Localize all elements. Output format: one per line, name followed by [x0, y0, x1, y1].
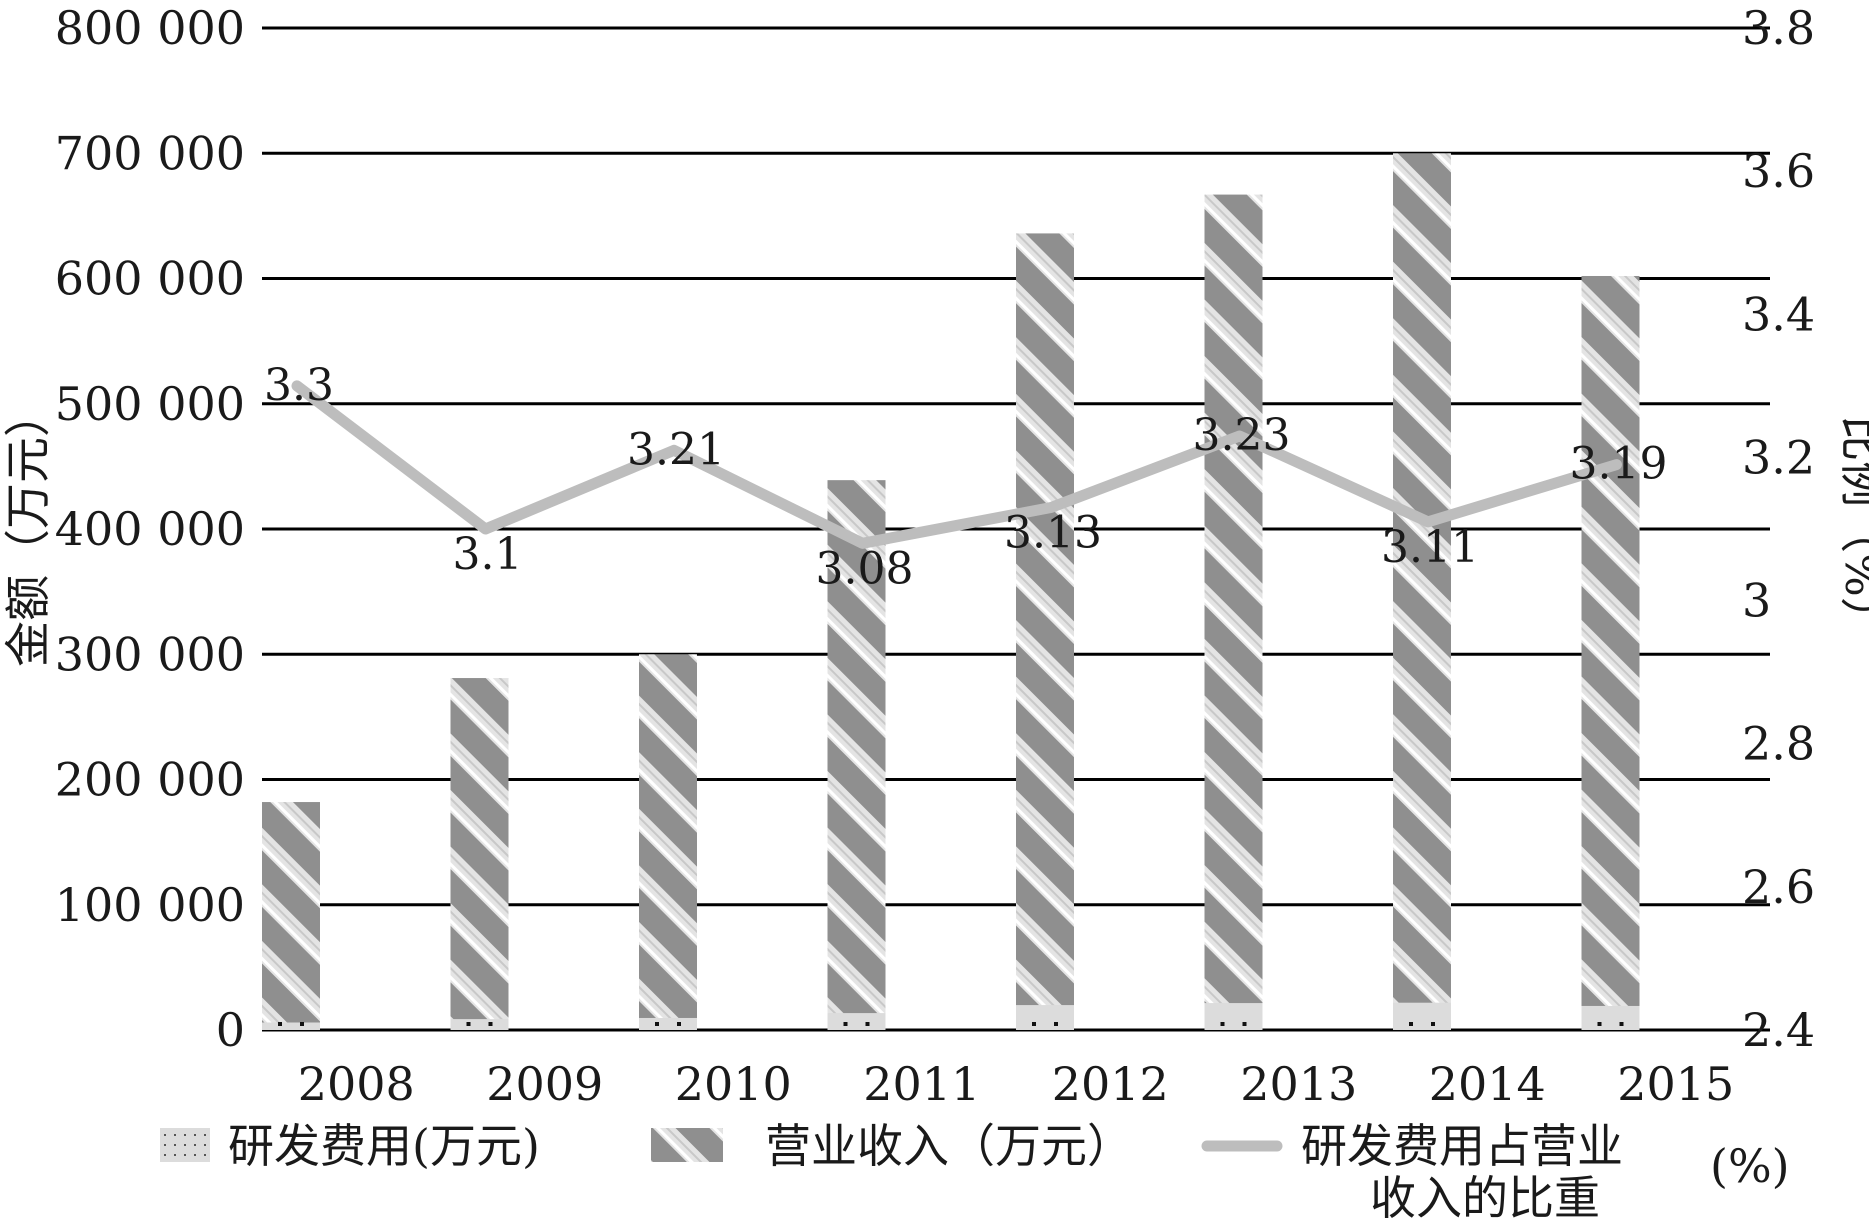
bar-revenue: [1204, 194, 1263, 1030]
axes: 金额（万元） 比例（%） 0 100 000 200 000 300 000 400 0…: [1, 1, 1869, 1111]
x-tick: 2012: [1052, 1057, 1169, 1111]
bar-revenue: [1581, 275, 1640, 1030]
y-tick-left: 0: [216, 1003, 245, 1057]
data-label-ratio: 3.3: [264, 360, 334, 411]
bar-rd-dot: [677, 1022, 681, 1026]
y-tick-right: 2.8: [1742, 717, 1815, 771]
bar-rd-dot: [466, 1022, 471, 1026]
bar-rd-dot: [278, 1022, 282, 1026]
bar-rd-dot: [1597, 1022, 1602, 1026]
y-tick-left: 600 000: [55, 252, 245, 306]
bar-rd-expense: [450, 1019, 509, 1030]
data-label-ratio: 3.21: [627, 424, 725, 475]
y-tick-left: 500 000: [55, 377, 245, 431]
x-tick: 2011: [863, 1057, 980, 1111]
bar-rd-dot: [865, 1022, 870, 1026]
data-label-ratio: 3.11: [1381, 522, 1479, 573]
y-axis-left-title: 金额（万元）: [1, 391, 55, 667]
legend-swatch-rd-expense: [160, 1128, 210, 1162]
legend-label-ratio-line1: 研发费用占营业: [1301, 1119, 1623, 1173]
bar-revenue: [1016, 233, 1074, 1030]
legend-label-revenue: 营业收入（万元）: [765, 1119, 1133, 1173]
bar-revenue: [450, 678, 509, 1030]
y-tick-right: 2.6: [1742, 860, 1815, 914]
x-tick: 2015: [1617, 1057, 1734, 1111]
bar-rd-expense: [639, 1017, 697, 1030]
legend-swatch-revenue: [651, 1128, 723, 1162]
legend-label-ratio-line2: 收入的比重: [1370, 1171, 1600, 1224]
x-tick: 2008: [298, 1057, 415, 1111]
bar-rd-dot: [300, 1022, 304, 1026]
legend-label-rd-expense: 研发费用(万元): [228, 1119, 540, 1173]
x-tick: 2014: [1429, 1057, 1546, 1111]
y-tick-left: 200 000: [55, 753, 245, 807]
ratio-line-layer: [291, 380, 1622, 549]
bar-revenue: [639, 654, 697, 1030]
legend: 研发费用(万元) 营业收入（万元） 研发费用占营业 收入的比重 (%): [160, 1119, 1790, 1224]
bar-rd-dot: [1431, 1022, 1435, 1026]
data-label-ratio: 3.08: [816, 543, 914, 594]
bar-rd-dot: [488, 1022, 493, 1026]
bar-rd-expense: [1393, 1002, 1451, 1030]
bar-rd-expense: [1581, 1005, 1640, 1030]
x-tick: 2009: [486, 1057, 603, 1111]
bar-rd-dot: [655, 1022, 659, 1026]
y-tick-right: 2.4: [1742, 1003, 1815, 1057]
y-tick-right: 3.4: [1742, 287, 1815, 341]
y-tick-right: 3: [1742, 574, 1771, 628]
y-tick-right: 3.8: [1742, 1, 1815, 55]
bar-rd-dot: [843, 1022, 848, 1026]
x-tick: 2013: [1240, 1057, 1357, 1111]
bar-rd-dot: [1054, 1022, 1058, 1026]
data-label-ratio: 3.1: [453, 529, 523, 580]
bar-revenue: [262, 802, 320, 1030]
y-tick-left: 700 000: [55, 126, 245, 180]
bar-rd-dot: [1220, 1022, 1225, 1026]
y-tick-left: 400 000: [55, 502, 245, 556]
y-tick-right: 3.2: [1742, 430, 1815, 484]
bars: [262, 153, 1640, 1031]
bar-rd-expense: [262, 1022, 320, 1030]
bar-rd-dot: [1242, 1022, 1247, 1026]
bar-rd-dot: [1409, 1022, 1413, 1026]
data-label-ratio: 3.23: [1193, 410, 1291, 461]
data-label-ratio: 3.13: [1004, 508, 1102, 559]
y-tick-left: 100 000: [55, 878, 245, 932]
y-tick-right: 3.6: [1742, 144, 1815, 198]
bar-rd-expense: [827, 1013, 886, 1030]
bar-rd-expense: [1016, 1005, 1074, 1030]
bar-rd-expense: [1204, 1003, 1263, 1030]
bar-rd-dot: [1032, 1022, 1036, 1026]
ratio-line: [291, 380, 1622, 549]
bar-revenue: [1393, 153, 1451, 1030]
y-axis-right-title: 比例（%）: [1835, 415, 1869, 643]
data-labels: 3.3 3.1 3.21 3.08 3.13 3.23 3.11 3.19: [264, 360, 1667, 594]
bar-rd-dot: [1619, 1022, 1624, 1026]
data-label-ratio: 3.19: [1570, 439, 1668, 490]
y-tick-left: 300 000: [55, 627, 245, 681]
x-tick: 2010: [675, 1057, 792, 1111]
y-tick-left: 800 000: [55, 1, 245, 55]
legend-label-ratio-unit: (%): [1710, 1139, 1790, 1193]
bar-revenue: [827, 480, 886, 1031]
